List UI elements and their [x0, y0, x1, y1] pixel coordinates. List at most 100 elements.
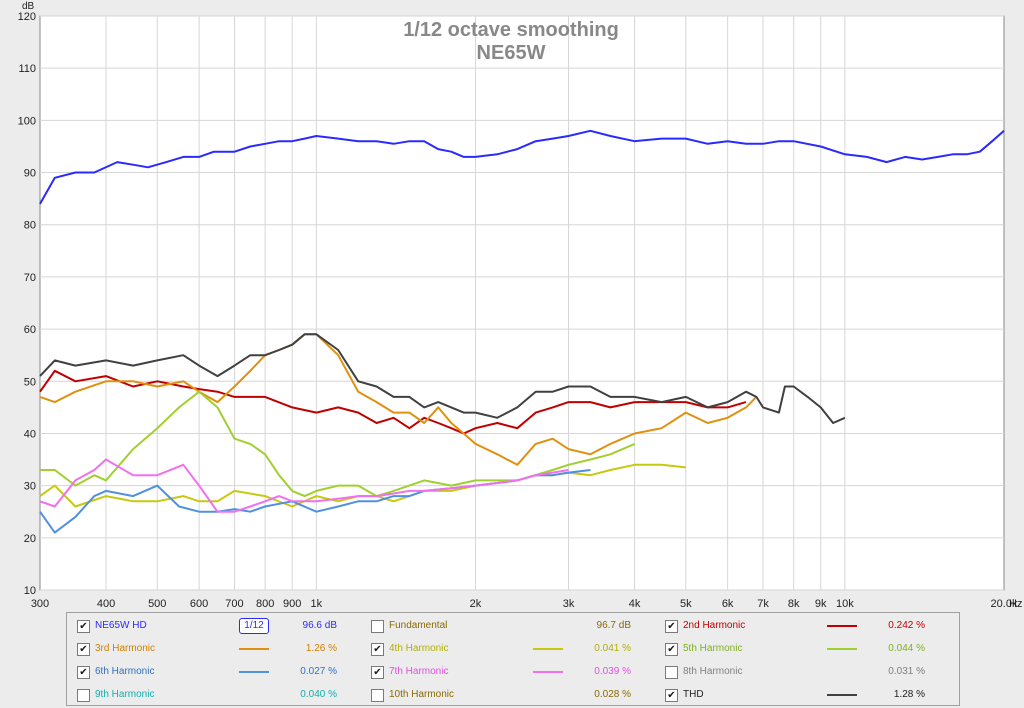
legend-row: ✔ 6th Harmonic 0.027 % ✔ 7th Harmonic 0.039 %…: [67, 661, 959, 684]
tick-labels: 10 20 30 40 50 60 70 80 90 100 110 120 300 400 500 600 7…: [18, 11, 1018, 610]
legend-checkbox[interactable]: [77, 689, 90, 702]
legend-label: NE65W HD: [95, 620, 147, 631]
chart-title: 1/12 octave smoothing: [403, 19, 619, 41]
legend-row: ✔ 3rd Harmonic 1.26 % ✔ 4th Harmonic 0.041 % ✔…: [67, 638, 959, 661]
legend-label: 8th Harmonic: [683, 666, 743, 677]
legend-label: Fundamental: [389, 620, 448, 631]
legend-value: 0.027 %: [300, 666, 337, 677]
legend-swatch: [827, 694, 857, 696]
legend-checkbox[interactable]: ✔: [665, 689, 678, 702]
x-tick-label: 8k: [788, 598, 800, 610]
legend-value: 1.28 %: [893, 689, 925, 700]
legend-value: 96.7 dB: [596, 620, 631, 631]
legend-label: 10th Harmonic: [389, 689, 455, 700]
x-tick-label: 400: [97, 598, 115, 610]
x-tick-label: 2k: [470, 598, 482, 610]
legend-checkbox[interactable]: [371, 620, 384, 633]
y-tick-label: 60: [24, 324, 36, 336]
smoothing-button[interactable]: 1/12: [239, 618, 269, 634]
y-tick-label: 20: [24, 533, 36, 545]
x-tick-label: 800: [256, 598, 274, 610]
x-tick-label: 3k: [563, 598, 575, 610]
legend-item: ✔ THD 1.28 %: [665, 684, 945, 707]
legend-checkbox[interactable]: ✔: [77, 666, 90, 679]
legend-value: 1.26 %: [305, 643, 337, 654]
y-tick-label: 70: [24, 272, 36, 284]
y-axis-label: dB: [22, 1, 35, 12]
legend-label: 3rd Harmonic: [95, 643, 156, 654]
x-tick-label: 300: [31, 598, 49, 610]
y-tick-label: 110: [18, 63, 36, 75]
y-tick-label: 30: [24, 481, 36, 493]
y-tick-label: 40: [24, 428, 36, 440]
x-tick-label: 7k: [757, 598, 769, 610]
legend-item: ✔ 3rd Harmonic 1.26 %: [77, 638, 357, 661]
y-tick-label: 10: [24, 585, 36, 597]
legend-item: ✔ NE65W HD 1/12 96.6 dB: [77, 615, 357, 638]
legend-checkbox[interactable]: ✔: [77, 620, 90, 633]
legend-item: 9th Harmonic 0.040 %: [77, 684, 357, 707]
chart-subtitle: NE65W: [477, 42, 546, 64]
legend-checkbox[interactable]: ✔: [665, 620, 678, 633]
series-line-3rd-harmonic: [39, 333, 758, 466]
legend-row: ✔ NE65W HD 1/12 96.6 dB Fundamental 96.7 dB ✔ 2…: [67, 615, 959, 638]
legend-item: 8th Harmonic 0.031 %: [665, 661, 945, 684]
y-tick-label: 80: [24, 220, 36, 232]
legend-item: Fundamental 96.7 dB: [371, 615, 651, 638]
series-lines: [39, 129, 1005, 534]
legend-checkbox[interactable]: [665, 666, 678, 679]
legend-value: 0.028 %: [594, 689, 631, 700]
x-tick-label: 1k: [311, 598, 323, 610]
y-tick-label: 50: [24, 376, 36, 388]
legend-item: ✔ 5th Harmonic 0.044 %: [665, 638, 945, 661]
plot-area: [39, 15, 1005, 591]
grid: [40, 15, 1004, 591]
legend-value: 0.242 %: [888, 620, 925, 631]
x-tick-label: 6k: [722, 598, 734, 610]
chart: 10 20 30 40 50 60 70 80 90 100 110 120 300 400 500 600 7…: [18, 1, 1023, 610]
x-tick-label: 4k: [629, 598, 641, 610]
series-line-7th-harmonic: [39, 458, 569, 513]
legend-checkbox[interactable]: [371, 689, 384, 702]
legend-value: 0.039 %: [594, 666, 631, 677]
legend-swatch: [239, 671, 269, 673]
legend-swatch: [533, 648, 563, 650]
legend-value: 0.041 %: [594, 643, 631, 654]
x-tick-label: 10k: [836, 598, 854, 610]
legend-value: 0.040 %: [300, 689, 337, 700]
legend-checkbox[interactable]: ✔: [371, 643, 384, 656]
legend: ✔ NE65W HD 1/12 96.6 dB Fundamental 96.7 dB ✔ 2…: [66, 612, 960, 706]
legend-swatch: [239, 648, 269, 650]
legend-item: ✔ 6th Harmonic 0.027 %: [77, 661, 357, 684]
y-tick-label: 120: [18, 11, 36, 23]
legend-swatch: [827, 625, 857, 627]
x-axis-unit: Hz: [1009, 598, 1022, 610]
legend-item: ✔ 4th Harmonic 0.041 %: [371, 638, 651, 661]
legend-swatch: [533, 671, 563, 673]
y-tick-label: 90: [24, 168, 36, 180]
x-tick-label: 700: [225, 598, 243, 610]
legend-checkbox[interactable]: ✔: [665, 643, 678, 656]
x-tick-label: 600: [190, 598, 208, 610]
legend-swatch: [827, 648, 857, 650]
legend-item: ✔ 2nd Harmonic 0.242 %: [665, 615, 945, 638]
legend-value: 0.044 %: [888, 643, 925, 654]
series-line-2nd-harmonic: [39, 369, 747, 435]
legend-item: ✔ 7th Harmonic 0.039 %: [371, 661, 651, 684]
legend-label: 9th Harmonic: [95, 689, 155, 700]
y-tick-label: 100: [18, 115, 36, 127]
x-tick-label: 9k: [815, 598, 827, 610]
legend-value: 0.031 %: [888, 666, 925, 677]
legend-checkbox[interactable]: ✔: [77, 643, 90, 656]
legend-label: 7th Harmonic: [389, 666, 449, 677]
x-tick-label: 900: [283, 598, 301, 610]
legend-row: 9th Harmonic 0.040 % 10th Harmonic 0.028 % ✔…: [67, 684, 959, 707]
legend-label: 6th Harmonic: [95, 666, 155, 677]
legend-label: 2nd Harmonic: [683, 620, 746, 631]
series-line-ne65w-hd: [39, 129, 1005, 205]
legend-checkbox[interactable]: ✔: [371, 666, 384, 679]
x-tick-label: 20.0k: [991, 598, 1018, 610]
legend-item: 10th Harmonic 0.028 %: [371, 684, 651, 707]
x-tick-label: 500: [148, 598, 166, 610]
legend-value: 96.6 dB: [302, 620, 337, 631]
